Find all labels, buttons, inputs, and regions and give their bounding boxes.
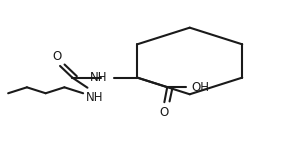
Text: NH: NH: [86, 91, 104, 104]
Text: NH: NH: [89, 71, 107, 84]
Text: O: O: [160, 106, 169, 119]
Text: OH: OH: [192, 81, 210, 94]
Text: O: O: [52, 50, 62, 63]
